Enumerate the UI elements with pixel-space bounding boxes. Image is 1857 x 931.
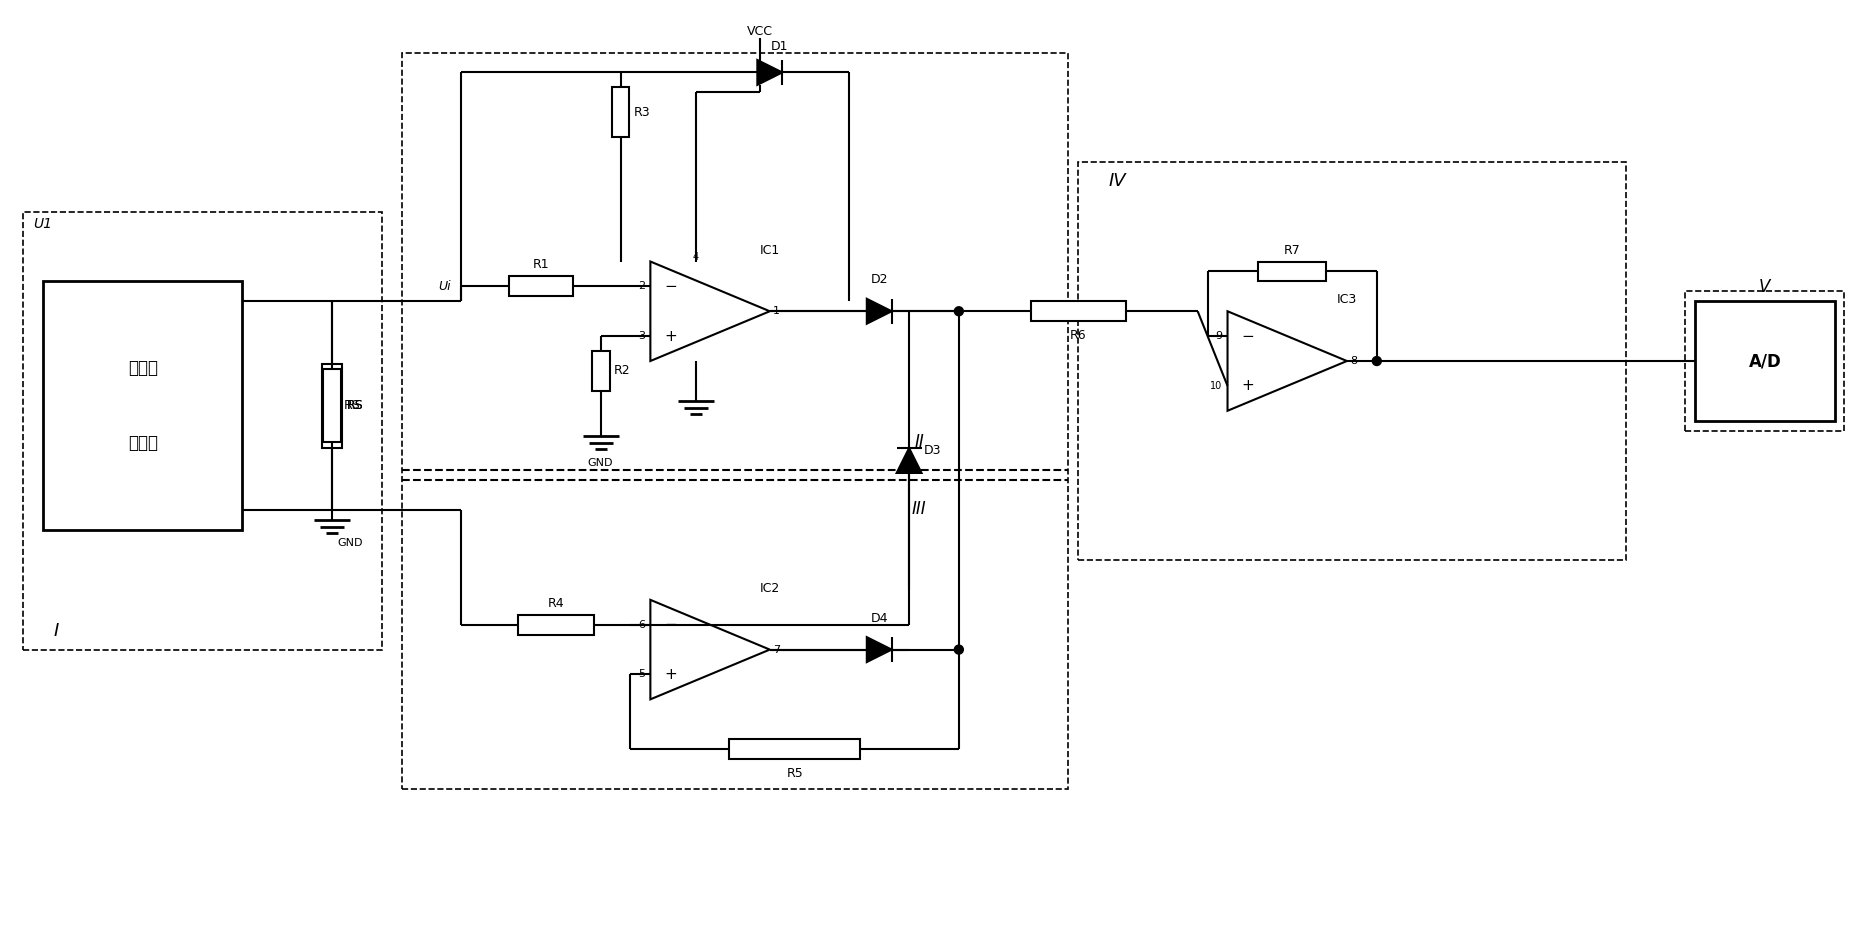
Bar [321,364,342,448]
Bar [1031,302,1125,321]
Text: 9: 9 [1214,331,1222,341]
Text: VCC: VCC [747,24,773,37]
Bar [591,351,609,391]
Bar [1684,291,1844,431]
Text: 相平衡: 相平衡 [128,359,158,377]
Bar [323,370,340,442]
Bar [401,52,1068,789]
Bar [1077,162,1625,560]
Text: 10: 10 [1209,381,1222,391]
Text: 4: 4 [693,251,698,262]
Text: A/D: A/D [1747,352,1781,370]
Text: IV: IV [1107,172,1125,190]
Text: R1: R1 [533,259,550,272]
Text: R5: R5 [786,767,802,780]
Circle shape [954,307,962,316]
Text: 2: 2 [639,281,644,291]
Text: 1: 1 [773,306,780,317]
Text: R6: R6 [1070,330,1086,343]
Circle shape [954,645,962,654]
Bar [1257,262,1326,281]
Text: −: − [1240,329,1253,344]
Text: 互感器: 互感器 [128,434,158,452]
Text: I: I [54,622,59,640]
Text: +: + [1240,378,1253,394]
Text: R7: R7 [1283,244,1300,257]
Polygon shape [758,60,782,85]
Text: −: − [663,279,676,294]
Polygon shape [897,448,921,473]
Text: −: − [663,617,676,632]
Text: R2: R2 [613,364,630,377]
Text: 8: 8 [1350,356,1356,366]
Text: RS: RS [347,399,364,412]
Circle shape [1372,357,1380,366]
Text: U1: U1 [33,217,52,231]
Text: RS: RS [347,399,364,412]
Polygon shape [867,637,891,662]
Text: III: III [912,500,927,519]
Text: IC2: IC2 [760,582,780,595]
Text: D4: D4 [871,612,888,625]
Text: 3: 3 [639,331,644,341]
Text: 6: 6 [639,620,644,629]
Text: Ui: Ui [438,280,451,293]
Text: IC3: IC3 [1337,293,1356,306]
Text: RS: RS [344,399,360,412]
Text: 5: 5 [639,669,644,680]
Text: R4: R4 [548,597,565,610]
Text: D2: D2 [871,274,888,287]
Text: GND: GND [336,538,362,548]
Text: D1: D1 [771,39,787,52]
Text: 7: 7 [773,644,780,654]
Bar [24,211,381,650]
Bar [728,739,860,759]
Bar [611,88,630,137]
Bar [509,277,572,296]
Bar [43,281,241,530]
Text: R3: R3 [633,106,650,119]
Text: D3: D3 [923,444,941,457]
Text: +: + [663,667,676,682]
Text: +: + [663,329,676,344]
Polygon shape [867,299,891,324]
Bar [518,614,594,635]
Text: GND: GND [587,457,613,467]
Text: IC1: IC1 [760,244,780,257]
Text: II: II [914,433,923,451]
Bar [1694,302,1833,421]
Text: V: V [1759,278,1770,296]
